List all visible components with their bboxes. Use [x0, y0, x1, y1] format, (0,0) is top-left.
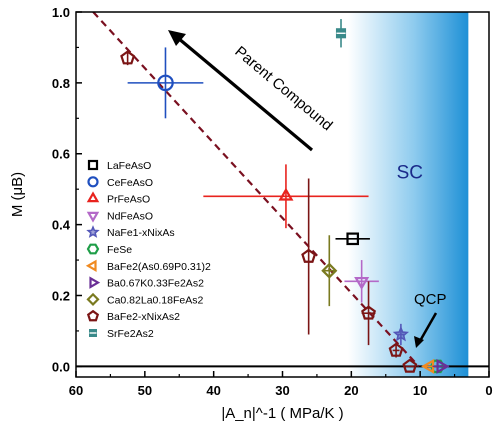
data-point-9-3: [388, 342, 404, 358]
marker-shape: [392, 325, 410, 342]
marker-shape: [321, 262, 338, 279]
x-axis-label: |A_n|^-1 ( MPa/K ): [221, 405, 343, 422]
x-tick-label: 20: [344, 383, 358, 398]
sc-region-label: SC: [397, 163, 423, 184]
legend-item-2: PrFeAsO: [86, 191, 150, 206]
data-marks: [120, 19, 450, 374]
legend-item-10: SrFe2As2: [89, 328, 154, 340]
data-point-9-0: [120, 50, 136, 66]
legend-label: Ba0.67K0.33Fe2As2: [107, 278, 204, 290]
qcp-annotation: QCP: [414, 291, 447, 348]
legend: LaFeAsO CeFeAsO PrFeAsO NdFeAsO NaFe1-xNixAs…: [85, 159, 211, 340]
marker-shape: [346, 232, 360, 246]
marker-shape: [354, 276, 370, 291]
parent-compound-annotation: Parent Compound: [168, 30, 336, 152]
legend-label: BaFe2(As0.69P0.31)2: [107, 261, 211, 273]
y-tick-label: 0.0: [52, 359, 70, 374]
marker-shape: [86, 225, 100, 238]
data-point-0-0: [335, 232, 370, 246]
legend-item-7: Ba0.67K0.33Fe2As2: [89, 276, 204, 290]
data-point-7-0: [432, 358, 450, 374]
x-tick-label: 60: [69, 383, 83, 398]
x-tick-label: 0: [485, 383, 492, 398]
marker-shape: [86, 191, 100, 203]
legend-item-9: BaFe2-xNixAs2: [86, 309, 180, 323]
legend-item-4: NaFe1-xNixAs: [86, 225, 175, 239]
data-point-9-1: [301, 178, 317, 335]
legend-label: Ca0.82La0.18FeAs2: [107, 294, 203, 306]
legend-label: NdFeAsO: [107, 210, 153, 222]
legend-item-3: NdFeAsO: [86, 210, 153, 223]
parent-compound-arrow: [176, 36, 314, 152]
y-tick-label: 0.6: [52, 147, 70, 162]
legend-item-6: BaFe2(As0.69P0.31)2: [85, 259, 211, 273]
y-tick-label: 1.0: [52, 5, 70, 20]
marker-shape: [436, 358, 450, 374]
legend-label: LaFeAsO: [107, 160, 151, 172]
marker-shape: [87, 176, 99, 188]
marker-shape: [157, 74, 174, 92]
x-tick-label: 50: [138, 383, 152, 398]
x-tick-label: 40: [206, 383, 220, 398]
y-axis-label: M (μB): [9, 172, 26, 217]
trend-line: [92, 12, 420, 368]
marker-shape: [86, 292, 100, 306]
marker-shape: [402, 358, 418, 373]
y-tick-label: 0.4: [52, 218, 71, 233]
legend-label: CeFeAsO: [107, 177, 153, 189]
parent-compound-label: Parent Compound: [231, 43, 335, 134]
legend-label: SrFe2As2: [107, 328, 154, 340]
marker-shape: [301, 248, 317, 263]
data-point-9-2: [361, 281, 377, 346]
marker-shape: [86, 243, 100, 255]
marker-shape: [388, 342, 404, 357]
parent-compound-arrowhead: [168, 30, 186, 46]
legend-item-0: LaFeAsO: [87, 159, 151, 172]
legend-item-8: Ca0.82La0.18FeAs2: [86, 292, 203, 306]
marker-shape: [120, 50, 136, 65]
marker-shape: [87, 159, 99, 171]
legend-item-1: CeFeAsO: [87, 176, 153, 189]
sc-region: [347, 12, 469, 377]
y-tick-label: 0.2: [52, 288, 70, 303]
y-axis: 0.0 0.2 0.4 0.6 0.8 1.0: [52, 5, 82, 374]
legend-label: BaFe2-xNixAs2: [107, 311, 180, 323]
legend-label: PrFeAsO: [107, 194, 150, 206]
data-point-3-0: [344, 260, 379, 303]
data-point-8-0: [321, 235, 338, 307]
marker-shape: [86, 211, 100, 223]
data-point-1-0: [127, 47, 204, 119]
legend-label: NaFe1-xNixAs: [107, 227, 175, 239]
legend-label: FeSe: [107, 244, 132, 256]
data-point-9-4: [402, 358, 418, 373]
marker-shape: [361, 305, 377, 320]
x-tick-label: 30: [275, 383, 289, 398]
data-point-10-0: [335, 19, 347, 48]
qcp-arrow: [418, 312, 438, 342]
marker-shape: [85, 259, 97, 273]
x-axis: 60 50 40 30 20 10 0: [69, 371, 493, 398]
data-point-4-0: [392, 323, 410, 346]
data-point-2-0: [203, 164, 369, 229]
x-tick-label: 10: [413, 383, 427, 398]
qcp-arrowhead: [414, 336, 424, 348]
marker-shape: [89, 276, 101, 289]
qcp-label: QCP: [414, 291, 447, 308]
legend-item-5: FeSe: [86, 243, 132, 256]
y-tick-label: 0.8: [52, 76, 70, 91]
marker-shape: [86, 309, 100, 322]
marker-shape: [278, 187, 294, 201]
